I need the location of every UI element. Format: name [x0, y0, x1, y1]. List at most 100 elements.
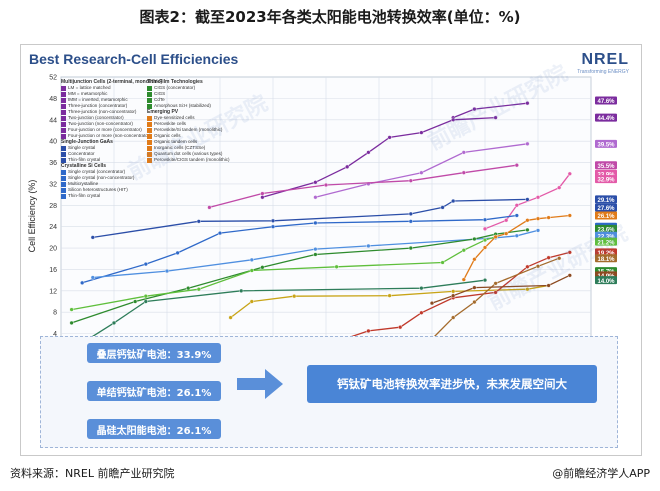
- legend-marker: [147, 121, 152, 127]
- data-point: [260, 265, 265, 270]
- y-tick-label: 16: [49, 267, 57, 274]
- data-point: [186, 286, 191, 291]
- y-tick-label: 24: [49, 224, 57, 231]
- legend-heading-silicon: Crystalline Si Cells: [61, 163, 107, 169]
- data-point: [472, 299, 477, 305]
- legend-item: Perovskite cells: [147, 121, 230, 127]
- data-point: [323, 182, 329, 188]
- legend-marker: [147, 133, 152, 139]
- data-point: [334, 264, 339, 269]
- data-point: [408, 178, 413, 183]
- data-point: [143, 294, 148, 299]
- legend-item: Two-junction (non-concentrator): [61, 121, 162, 127]
- data-point: [493, 115, 498, 120]
- legend-item: Organic cells: [147, 133, 230, 139]
- data-point: [535, 195, 541, 200]
- data-point: [535, 228, 541, 233]
- data-point: [514, 233, 519, 238]
- data-point: [546, 283, 551, 288]
- data-point: [472, 285, 477, 290]
- data-point: [461, 170, 466, 175]
- data-point: [451, 117, 456, 122]
- y-tick-label: 8: [53, 310, 57, 317]
- legend-label: IMM = inverted, metamorphic: [68, 97, 128, 102]
- legend-list-emerging: Dye-sensitized cells Perovskite cells Pero…: [147, 115, 230, 163]
- nrel-logo: NREL Transforming ENERGY: [577, 51, 629, 75]
- efficiency-tag: [595, 195, 617, 204]
- data-point: [482, 278, 488, 283]
- efficiency-tag: [595, 211, 617, 220]
- data-point: [239, 288, 244, 293]
- legend-label: Thin-film crystal: [68, 157, 101, 162]
- legend-marker: [61, 97, 66, 103]
- efficiency-tag-label: 29.1%: [597, 198, 615, 204]
- y-tick-label: 36: [49, 160, 57, 167]
- y-tick-label: 44: [49, 117, 57, 124]
- legend-label: Organic cells: [154, 133, 181, 138]
- stat-tandem-perovskite: 叠层钙钛矿电池：33.9%: [87, 343, 221, 363]
- legend-item: Inorganic cells (CZTSSe): [147, 145, 230, 151]
- legend-heading-emerging: Emerging PV: [147, 109, 179, 115]
- data-point: [69, 307, 74, 312]
- data-point: [270, 224, 276, 229]
- figure-title: Best Research-Cell Efficiencies: [29, 51, 239, 67]
- efficiency-tag-label: 23.6%: [597, 227, 615, 233]
- data-point: [472, 236, 477, 242]
- legend-label: Three-junction (concentrator): [68, 103, 128, 108]
- data-point: [557, 256, 562, 261]
- data-point: [472, 106, 477, 112]
- legend-item: Amorphous Si:H (stabilized): [147, 103, 230, 109]
- data-point: [69, 320, 74, 326]
- legend-label: CdTe: [154, 97, 165, 102]
- data-point: [525, 227, 530, 232]
- legend-label: Perovskite/Si tandem (monolithic): [154, 127, 223, 132]
- data-point: [419, 170, 424, 175]
- efficiency-tag: [595, 237, 617, 246]
- legend-label: Two-junction (concentrator): [68, 115, 124, 120]
- summary-callout: 叠层钙钛矿电池：33.9% 单结钙钛矿电池：26.1% 晶硅太阳能电池：26.1…: [40, 336, 618, 448]
- data-point: [419, 310, 424, 315]
- y-tick-label: 32: [49, 181, 57, 188]
- data-point: [217, 231, 223, 236]
- source-note: 资料来源：NREL 前瞻产业研究院: [10, 467, 175, 480]
- data-point: [514, 213, 519, 218]
- efficiency-tag-label: 18.1%: [597, 257, 615, 263]
- legend-label: Multicrystalline: [68, 181, 99, 186]
- data-point: [504, 231, 509, 236]
- data-point: [525, 264, 530, 269]
- legend-marker: [147, 97, 152, 103]
- efficiency-tag-label: 22.3%: [597, 234, 615, 240]
- legend-marker: [61, 115, 66, 121]
- y-tick-label: 28: [49, 203, 57, 210]
- legend-item: CIGS (concentrator): [147, 85, 230, 91]
- data-point: [472, 257, 477, 262]
- legend-item: Single crystal: [61, 145, 162, 151]
- legend-item: Organic tandem cells: [147, 139, 230, 145]
- series-line: [262, 116, 496, 198]
- legend-item: CdTe: [147, 97, 230, 103]
- right-arrow-icon: [237, 369, 283, 399]
- y-tick-label: 4: [53, 331, 57, 338]
- data-point: [133, 299, 138, 304]
- data-point: [461, 248, 466, 253]
- legend-item: MM = metamorphic: [61, 91, 162, 97]
- data-point: [387, 293, 392, 298]
- legend-label: MM = metamorphic: [68, 91, 108, 96]
- stat-single-perovskite: 单结钙钛矿电池：26.1%: [87, 381, 221, 401]
- legend-marker: [61, 85, 66, 91]
- legend-label: Single crystal: [68, 145, 96, 150]
- legend-marker: [61, 145, 66, 151]
- legend-item: Four-junction or more (concentrator): [61, 127, 162, 133]
- data-point: [387, 135, 392, 140]
- legend-item: Thin-film crystal: [61, 193, 162, 199]
- y-tick-label: 12: [49, 288, 57, 295]
- data-point: [313, 252, 318, 257]
- legend-marker: [61, 169, 66, 175]
- data-point: [408, 219, 413, 224]
- legend-label: Dye-sensitized cells: [154, 115, 195, 120]
- efficiency-tag: [595, 96, 617, 105]
- legend-marker: [61, 109, 66, 115]
- legend-item: Thin-film crystal: [61, 157, 162, 163]
- efficiency-tag-label: 47.6%: [597, 99, 615, 105]
- y-tick-label: 20: [49, 246, 57, 253]
